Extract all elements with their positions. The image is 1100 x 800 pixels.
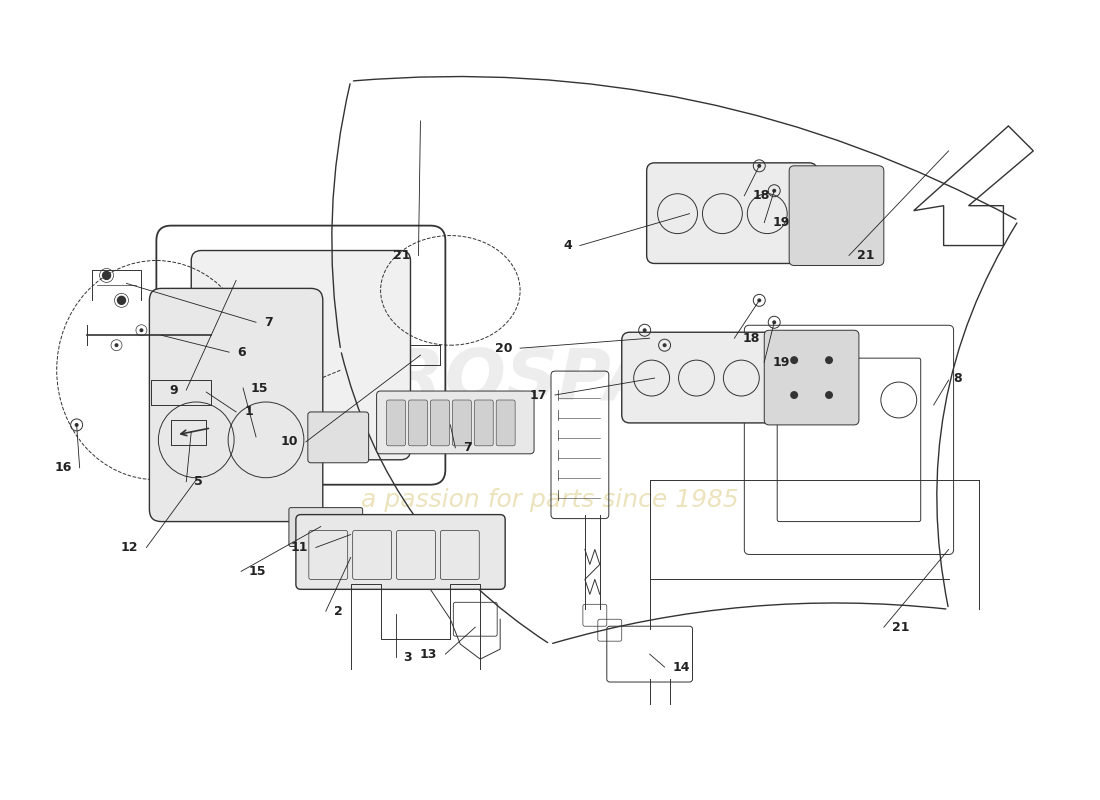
Circle shape [772,189,777,193]
FancyBboxPatch shape [408,400,428,446]
Text: 19: 19 [772,356,790,369]
FancyBboxPatch shape [430,400,450,446]
Text: 2: 2 [333,605,342,618]
Text: 21: 21 [857,249,874,262]
Text: 7: 7 [264,316,273,329]
Circle shape [772,320,777,324]
Circle shape [642,328,647,332]
Text: 14: 14 [672,661,690,674]
Text: 18: 18 [752,190,770,202]
Circle shape [825,356,833,364]
Text: 13: 13 [420,648,438,661]
Text: 7: 7 [463,442,472,454]
Text: 4: 4 [563,239,572,252]
Circle shape [662,343,667,347]
FancyBboxPatch shape [296,514,505,590]
Text: EUROSPARES: EUROSPARES [282,346,818,414]
Circle shape [140,328,143,332]
Circle shape [114,343,119,347]
Text: 17: 17 [529,389,547,402]
Text: 19: 19 [772,216,790,229]
Text: 3: 3 [404,650,412,664]
Circle shape [825,391,833,399]
FancyBboxPatch shape [764,330,859,425]
Text: 11: 11 [290,541,308,554]
Text: 12: 12 [121,541,139,554]
Text: 20: 20 [495,342,513,354]
Text: 16: 16 [54,462,72,474]
FancyBboxPatch shape [289,508,363,546]
Circle shape [118,296,125,304]
Circle shape [75,423,78,427]
Text: 15: 15 [251,382,268,394]
FancyBboxPatch shape [647,163,817,263]
Text: 21: 21 [393,249,410,262]
FancyBboxPatch shape [789,166,883,266]
Text: a passion for parts since 1985: a passion for parts since 1985 [361,488,739,512]
FancyBboxPatch shape [386,400,406,446]
Text: 15: 15 [249,565,266,578]
FancyBboxPatch shape [191,250,410,460]
Text: 1: 1 [244,406,253,418]
Circle shape [790,356,799,364]
Text: 8: 8 [954,371,962,385]
FancyBboxPatch shape [452,400,471,446]
Circle shape [757,298,761,302]
FancyBboxPatch shape [496,400,515,446]
FancyBboxPatch shape [150,288,322,522]
Text: 18: 18 [742,332,760,345]
FancyBboxPatch shape [474,400,493,446]
Text: 9: 9 [169,383,178,397]
Text: 5: 5 [195,475,204,488]
Circle shape [790,391,799,399]
Text: 10: 10 [280,435,298,448]
FancyBboxPatch shape [621,332,792,423]
FancyBboxPatch shape [376,391,535,454]
Circle shape [102,271,110,279]
Text: 21: 21 [892,621,910,634]
Circle shape [757,164,761,168]
Text: 6: 6 [238,346,245,358]
FancyBboxPatch shape [308,412,369,462]
